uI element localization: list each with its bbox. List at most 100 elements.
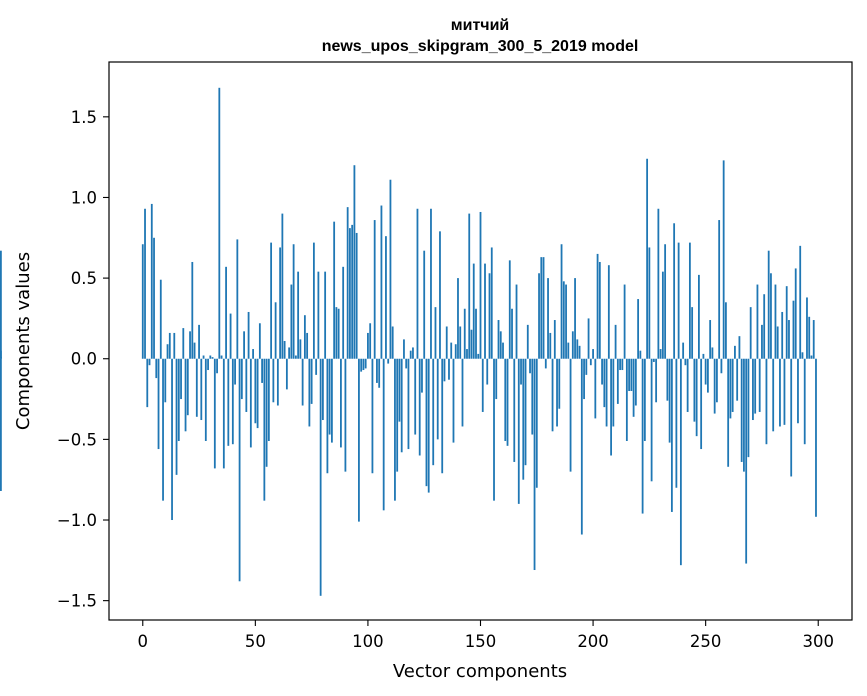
bar-151 [481,358,484,412]
bar-49 [252,349,254,359]
bar-31 [211,357,214,359]
bar-51 [256,358,259,429]
bar-139 [454,344,457,359]
bar-44 [240,358,243,400]
bar-206 [605,358,608,427]
bar-292 [799,245,802,359]
bar-263 [734,345,736,359]
bar-281 [774,284,777,359]
bar-166 [515,284,518,359]
bar-106 [380,205,383,359]
bar-174 [533,358,536,571]
x-tick-label-0: 0 [138,632,149,651]
bar-109 [387,358,390,364]
bar-133 [441,358,444,474]
bar-202 [596,253,599,359]
bar-191 [571,331,574,359]
bar-132 [439,231,441,359]
y-tick-label-5: 1.0 [71,188,97,207]
bar-238 [677,242,680,359]
bar-143 [463,308,466,359]
bar-183 [553,320,556,359]
bar-265 [738,336,741,359]
bar-34 [218,87,221,359]
bar-129 [432,358,435,466]
bar-169 [522,358,525,480]
bar-250 [704,358,707,385]
bar-163 [508,260,511,359]
bar-105 [378,358,381,388]
bar-173 [531,358,534,435]
bar-297 [810,355,813,359]
bar-undefined [0,350,2,359]
bar-222 [641,358,644,514]
bar-21 [189,331,191,359]
chart-title-line-1: митчий [451,17,509,34]
plot-area-frame [108,61,853,621]
bar-134 [443,358,446,382]
bar-37 [225,266,227,359]
bar-10 [164,358,167,403]
bar-87 [337,308,340,359]
bar-158 [497,320,500,359]
bar-118 [407,358,410,450]
x-tick-label-50: 50 [245,632,266,651]
bar-264 [736,358,739,401]
bar-66 [290,284,293,359]
bar-71 [301,358,304,406]
bar-85 [333,221,336,359]
bar-225 [648,247,651,359]
bar-237 [675,358,678,488]
bar-296 [808,316,811,359]
bar-76 [312,242,315,359]
bar-136 [448,358,450,380]
bar-101 [369,323,372,359]
bar-226 [650,358,653,482]
bar-188 [565,284,567,359]
x-tick-label-150: 150 [465,632,497,651]
bar-15 [175,358,178,475]
bar-215 [625,358,628,441]
bar-194 [578,345,581,359]
bar-147 [472,263,475,359]
bar-89 [342,266,345,359]
bar-223 [643,358,646,441]
bar-218 [632,358,635,417]
bar-5 [153,237,155,359]
y-tick-label-6: 1.5 [71,108,97,127]
bar-79 [319,358,322,596]
bar-214 [623,284,626,359]
bar-153 [486,358,489,385]
bar-97 [360,358,363,372]
bar-43 [238,358,241,582]
bar-117 [405,358,408,369]
bar-251 [707,358,709,393]
bar-269 [747,358,750,458]
bar-221 [639,350,642,359]
bar-92 [349,228,351,359]
bar-262 [731,358,734,412]
bar-299 [815,358,817,517]
bar-84 [331,358,333,443]
bar-192 [574,278,576,359]
bar-160 [502,342,504,359]
bar-233 [666,358,669,401]
bar-0 [141,244,144,359]
bar-128 [430,208,432,359]
bar-200 [592,349,594,359]
bar-228 [655,358,658,403]
bar-4 [150,203,153,359]
bar-125 [423,250,426,359]
bar-63 [283,341,286,359]
y-axis-label: Components values [13,252,34,430]
bar-115 [400,358,403,453]
bar-209 [612,358,615,427]
bar-144 [466,349,468,359]
bar-19 [184,358,187,432]
bar-35 [220,355,223,359]
bar-78 [317,271,320,359]
bar-201 [594,358,597,419]
bar-155 [490,247,493,359]
bar-184 [556,358,558,427]
bar-236 [673,223,676,359]
